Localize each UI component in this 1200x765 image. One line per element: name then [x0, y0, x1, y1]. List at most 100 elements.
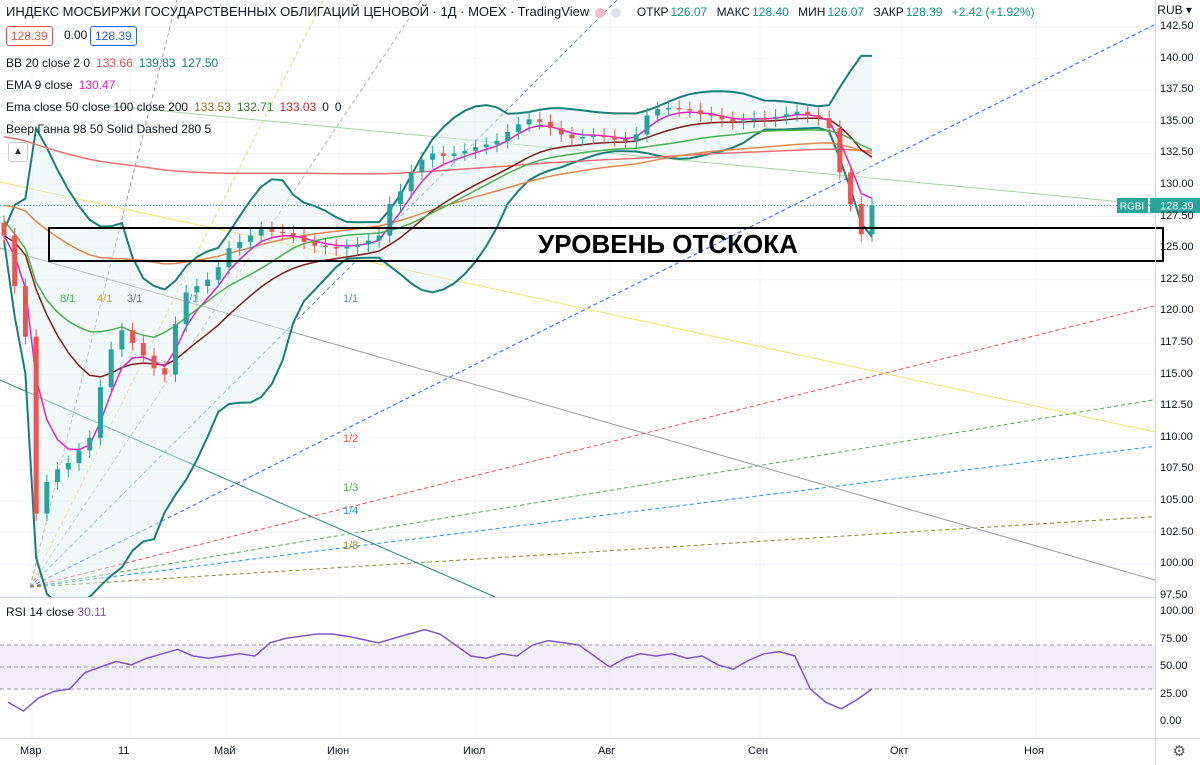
gear-icon[interactable]: ⚙	[1172, 743, 1186, 760]
flag-icon[interactable]	[595, 7, 606, 18]
ema-extra-2: 0	[334, 100, 342, 114]
candle-body	[290, 233, 296, 236]
candle-body	[333, 246, 339, 249]
candle-body	[33, 336, 39, 514]
price-tick: 125.00	[1160, 241, 1194, 254]
price-tick: 110.00	[1160, 430, 1193, 443]
ohlc-values: ОТКР 126.07 МАКС 128.40 МИН 126.07 ЗАКР 128.…	[637, 5, 1041, 19]
open-label: ОТКР	[636, 5, 669, 19]
currency-selector[interactable]: RUB ▾	[1157, 3, 1192, 17]
candle-body	[247, 235, 253, 242]
ema200-value: 133.03	[279, 100, 317, 114]
ema-value: 130.47	[78, 78, 116, 92]
price-tag-symbol: RGBI	[1120, 202, 1144, 213]
ema3-label: Ema close 50 close 100 close 200	[6, 100, 189, 114]
candle-body	[237, 241, 243, 249]
buy-button[interactable]: 128.39	[90, 26, 137, 46]
candle-body	[140, 343, 146, 356]
candle-body	[22, 286, 28, 337]
low-label: МИН	[798, 5, 826, 19]
gann-solid-line	[0, 181, 1155, 433]
candle-body	[590, 135, 596, 138]
candle-body	[848, 172, 854, 204]
price-tick: 122.50	[1160, 272, 1194, 285]
change-value: +2.42 (+1.92%)	[951, 5, 1035, 19]
sell-button[interactable]: 128.39	[6, 26, 53, 46]
price-tick: 135.00	[1160, 114, 1194, 127]
gann-label: 1/1	[343, 293, 359, 305]
legend-rsi[interactable]: RSI 14 close 30.11	[6, 605, 107, 619]
candle-body	[108, 349, 114, 388]
candle-body	[773, 116, 779, 120]
candle-body	[172, 324, 178, 375]
legend-bb[interactable]: BB 20 close 2 0 133.66 139.83 127.50	[6, 56, 224, 70]
candle-body	[740, 120, 746, 123]
annotation-text: УРОВЕНЬ ОТСКОКА	[538, 229, 798, 259]
candle-body	[194, 286, 200, 293]
ema100-value: 132.71	[236, 100, 274, 114]
gann-label: 4/1	[97, 293, 113, 305]
candle-body	[65, 463, 71, 470]
candle-body	[397, 191, 403, 204]
price-tick: 127.50	[1160, 209, 1194, 222]
candle-body	[387, 203, 393, 236]
bb-upper: 139.83	[138, 56, 176, 70]
candle-body	[55, 469, 61, 483]
candle-body	[119, 330, 125, 350]
candle-body	[762, 118, 768, 120]
ema-green-line	[3, 129, 873, 339]
candle-body	[826, 118, 832, 129]
candle-body	[730, 119, 736, 122]
price-tick: 140.00	[1160, 51, 1194, 64]
rsi-value: 30.11	[77, 605, 107, 619]
collapse-legend-button[interactable]: ▲	[8, 142, 28, 162]
candle-body	[183, 292, 189, 325]
price-tick: 130.00	[1160, 178, 1194, 190]
candle-body	[708, 114, 714, 116]
gann-label: 1/4	[343, 505, 359, 517]
candle-body	[601, 135, 607, 138]
rsi-tick: 100.00	[1160, 605, 1194, 617]
legend-gann[interactable]: Веер Ганна 98 50 Solid Dashed 280 5	[6, 122, 217, 136]
bb-basis: 133.66	[96, 56, 133, 70]
legend-ema3[interactable]: Ema close 50 close 100 close 200 133.53 13…	[6, 100, 348, 114]
rsi-line	[7, 628, 873, 712]
candle-body	[633, 134, 639, 141]
close-label: ЗАКР	[873, 5, 904, 19]
symbol-title[interactable]: ИНДЕКС МОСБИРЖИ ГОСУДАРСТВЕННЫХ ОБЛИГАЦИ…	[6, 4, 590, 19]
candle-body	[44, 482, 50, 514]
close-value: 128.39	[905, 5, 943, 19]
more-icon[interactable]	[611, 7, 622, 18]
candle-body	[355, 244, 361, 247]
candle-body	[515, 124, 521, 132]
price-tick: 120.00	[1160, 304, 1194, 317]
time-tick: Июл	[463, 745, 486, 757]
spread-value: 0.00	[64, 28, 88, 42]
candle-body	[783, 114, 789, 117]
candle-body	[205, 279, 211, 287]
price-tick: 117.50	[1160, 336, 1193, 348]
rsi-tick: 75.00	[1160, 632, 1188, 645]
time-tick: Ноя	[1024, 745, 1045, 757]
candle-body	[430, 153, 436, 160]
currency-label: RUB	[1157, 3, 1183, 17]
time-tick: Сен	[748, 745, 769, 757]
candle-body	[130, 330, 136, 343]
price-tick: 102.50	[1160, 525, 1194, 538]
high-value: 128.40	[752, 5, 789, 19]
candle-body	[226, 248, 232, 268]
price-tick: 115.00	[1160, 367, 1193, 380]
candle-body	[97, 387, 103, 438]
ema200-line	[3, 136, 873, 175]
ema50-value: 133.53	[194, 100, 231, 114]
price-tick: 107.50	[1160, 462, 1194, 475]
ema-extra-1: 0	[322, 100, 329, 114]
gann-solid-line	[0, 247, 1155, 581]
candle-body	[526, 119, 532, 125]
bounce-level-annotation[interactable]: УРОВЕНЬ ОТСКОКА	[48, 227, 1164, 262]
price-tick: 112.50	[1160, 399, 1193, 412]
candle-body	[76, 450, 82, 464]
gann-label: 1/2	[343, 433, 359, 445]
legend-ema[interactable]: EMA 9 close 130.47	[6, 78, 121, 92]
